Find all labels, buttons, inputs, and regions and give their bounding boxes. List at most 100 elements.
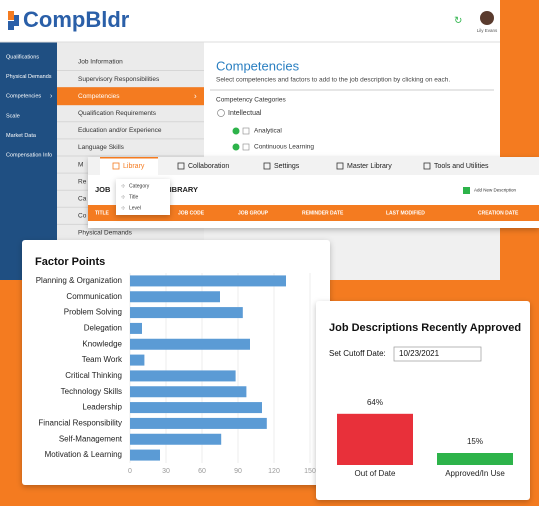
section-item[interactable]: Language Skills <box>78 144 125 151</box>
sidebar-arrow: › <box>50 93 53 100</box>
heading: LIBRARY <box>165 185 198 194</box>
bar <box>130 338 250 350</box>
section-item[interactable]: Supervisory Responsibilities <box>78 76 160 83</box>
value-label: 15% <box>467 437 483 446</box>
y-tick-label: Technology Skills <box>61 387 122 396</box>
categories-label: Competency Categories <box>216 97 286 104</box>
tab-icon <box>263 162 271 170</box>
y-tick-label: Self-Management <box>59 434 123 443</box>
checkbox[interactable] <box>242 127 250 135</box>
tab[interactable]: Tools and Utilities <box>434 163 489 170</box>
checkbox[interactable] <box>242 143 250 151</box>
menu-item[interactable]: Category <box>129 183 150 189</box>
logo: CompBldr <box>23 7 130 32</box>
bar <box>130 291 220 303</box>
bar <box>130 402 262 414</box>
section-item[interactable]: Competencies <box>78 93 120 100</box>
section-item[interactable]: Education and/or Experience <box>78 127 162 134</box>
avatar[interactable] <box>480 11 494 25</box>
tab-icon <box>336 162 344 170</box>
panel-title: Competencies <box>216 58 300 73</box>
tab[interactable]: Settings <box>274 163 300 170</box>
column-header: LAST MODIFIED <box>386 210 425 216</box>
section-item[interactable]: Ca <box>78 196 87 203</box>
y-tick-label: Delegation <box>84 324 122 333</box>
active-tab-marker <box>100 157 158 159</box>
panel-subtitle: Select competencies and factors to add t… <box>216 77 450 84</box>
menu-icon: ⊹ <box>121 183 125 189</box>
column-header: REMINDER DATE <box>302 210 344 216</box>
y-tick-label: Critical Thinking <box>65 371 122 380</box>
bar <box>130 307 243 319</box>
y-tick-label: Communication <box>66 292 122 301</box>
sidebar-item[interactable]: Compensation Info <box>6 152 52 158</box>
column-header: JOB GROUP <box>238 210 269 216</box>
menu-item[interactable]: Level <box>129 205 141 211</box>
y-tick-label: Knowledge <box>82 339 122 348</box>
sidebar-item[interactable]: Scale <box>6 113 20 119</box>
section-item[interactable]: Job Information <box>78 59 123 66</box>
bar <box>337 413 413 465</box>
section-item[interactable]: Re <box>78 178 87 185</box>
dropdown <box>116 179 170 215</box>
section-item[interactable]: Physical Demands <box>78 230 133 237</box>
y-tick-label: Motivation & Learning <box>45 450 122 459</box>
table-header <box>88 205 539 221</box>
menu-icon: ⊹ <box>121 205 125 211</box>
x-tick-label: 120 <box>268 468 280 475</box>
sidebar-item[interactable]: Competencies <box>6 94 41 100</box>
y-tick-label: Problem Solving <box>64 308 122 317</box>
x-tick-label: 60 <box>198 468 206 475</box>
section-item[interactable]: Qualification Requirements <box>78 110 157 117</box>
user-name: Lily Evans <box>477 28 498 33</box>
tab-icon <box>177 162 185 170</box>
x-tick-label: 0 <box>128 468 132 475</box>
x-tick-label: 150 <box>304 468 316 475</box>
factor-title: Factor Points <box>35 256 105 268</box>
bar <box>130 275 286 287</box>
section-item[interactable]: M <box>78 161 83 168</box>
bar <box>130 433 222 445</box>
menu-icon: ⊹ <box>121 194 125 200</box>
sidebar-item[interactable]: Physical Demands <box>6 74 52 80</box>
y-tick-label: Leadership <box>82 403 122 412</box>
logo-icon <box>8 11 19 30</box>
add-icon[interactable] <box>463 187 470 194</box>
competency: Analytical <box>254 128 282 135</box>
bar <box>130 370 236 382</box>
tab-icon <box>112 162 120 170</box>
bar <box>437 453 513 465</box>
sidebar-item[interactable]: Market Data <box>6 133 37 139</box>
refresh-icon[interactable]: ↻ <box>454 16 462 27</box>
tab[interactable]: Library <box>123 163 145 170</box>
bar <box>130 449 160 461</box>
competency: Continuous Learning <box>254 144 314 151</box>
add-button[interactable]: Add New Description <box>474 188 517 193</box>
category: Intellectual <box>228 110 262 117</box>
y-tick-label: Planning & Organization <box>36 276 122 285</box>
category-label: Out of Date <box>355 469 396 478</box>
collapse-icon[interactable] <box>217 109 225 117</box>
column-header: TITLE <box>95 210 110 216</box>
bar <box>130 322 142 334</box>
section-item[interactable]: Co <box>78 213 87 220</box>
y-tick-label: Financial Responsibility <box>38 419 122 428</box>
column-header: CREATION DATE <box>478 210 519 216</box>
active-tab[interactable] <box>100 157 158 175</box>
menu-item[interactable]: Title <box>129 194 138 200</box>
tab-icon <box>423 162 431 170</box>
x-tick-label: 90 <box>234 468 242 475</box>
y-tick-label: Team Work <box>82 355 123 364</box>
add-icon[interactable] <box>232 143 240 151</box>
add-icon[interactable] <box>232 127 240 135</box>
value-label: 64% <box>367 398 383 407</box>
sidebar-item[interactable]: Qualifications <box>6 54 39 60</box>
bar <box>130 386 247 398</box>
column-header: JOB CODE <box>178 210 205 216</box>
tab[interactable]: Master Library <box>347 163 392 170</box>
category-label: Approved/In Use <box>445 469 505 478</box>
tab[interactable]: Collaboration <box>188 163 229 170</box>
date-input[interactable] <box>393 346 482 362</box>
section-arrow: › <box>194 91 197 100</box>
